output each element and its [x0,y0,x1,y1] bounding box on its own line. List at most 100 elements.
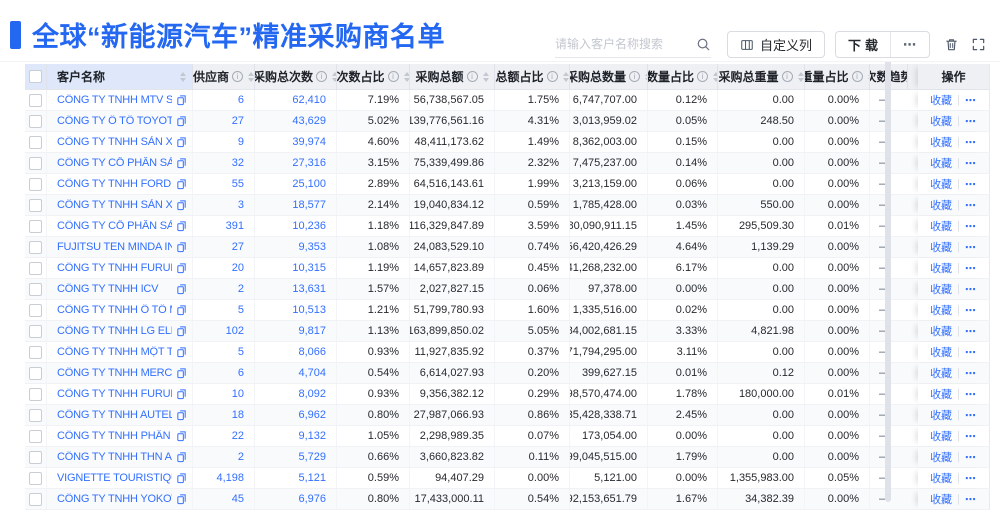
favorite-button[interactable]: 收藏 [930,431,953,443]
cell-value[interactable]: 5,121 [298,472,326,484]
customer-name-link[interactable]: CÔNG TY TNHH SẢN XUẤT VÀ ... [57,199,172,211]
sort-icon[interactable] [867,71,869,82]
sort-icon[interactable] [482,71,489,82]
sort-icon[interactable] [562,71,569,82]
cell-value[interactable]: 25,100 [292,178,326,190]
info-icon[interactable] [697,71,709,82]
cell-value[interactable]: 10,236 [292,220,326,232]
row-checkbox[interactable] [29,156,42,170]
cell-value[interactable]: 32 [231,157,244,169]
row-checkbox[interactable] [29,492,42,506]
row-more-button[interactable]: ⋯ [964,115,977,128]
row-checkbox[interactable] [29,303,42,317]
cell-value[interactable]: 9 [237,136,244,148]
cell-value[interactable]: 5 [237,346,244,358]
row-more-button[interactable]: ⋯ [964,346,977,359]
copy-icon[interactable] [176,409,187,421]
row-checkbox[interactable] [29,324,42,338]
favorite-button[interactable]: 收藏 [930,326,953,338]
copy-icon[interactable] [176,304,187,316]
row-checkbox[interactable] [29,93,42,107]
cell-value[interactable]: 6,976 [298,493,326,505]
row-checkbox[interactable] [29,261,42,275]
favorite-button[interactable]: 收藏 [930,305,953,317]
favorite-button[interactable]: 收藏 [930,347,953,359]
favorite-button[interactable]: 收藏 [930,452,953,464]
cell-value[interactable]: 39,974 [292,136,326,148]
col-purchase-weight[interactable]: 采购总重量 [718,64,805,90]
cell-value[interactable]: 27 [231,115,244,127]
col-times-ratio[interactable]: 次数占比 [337,64,410,90]
cell-value[interactable]: 55 [231,178,244,190]
customer-name-link[interactable]: CÔNG TY TNHH MTV SẢN XUẤ... [57,94,172,106]
customer-name-link[interactable]: CÔNG TY TNHH MỘT THÀNH V... [57,346,172,358]
row-checkbox[interactable] [29,366,42,380]
favorite-button[interactable]: 收藏 [930,116,953,128]
col-purchase-amount[interactable]: 采购总额 [410,64,495,90]
customer-name-link[interactable]: CÔNG TY TNHH FURUKAWA A... [57,388,172,400]
fullscreen-icon[interactable] [971,37,986,52]
cell-value[interactable]: 10,513 [292,304,326,316]
row-checkbox[interactable] [29,408,42,422]
customer-name-link[interactable]: CÔNG TY TNHH PHÂN PHỐI T... [57,430,172,442]
favorite-button[interactable]: 收藏 [930,95,953,107]
col-customer-name[interactable]: 客户名称 [47,64,193,90]
cell-value[interactable]: 4,198 [216,472,244,484]
cell-value[interactable]: 27,316 [292,157,326,169]
trash-icon[interactable] [944,37,959,52]
copy-icon[interactable] [176,136,187,148]
cell-value[interactable]: 13,631 [292,283,326,295]
row-more-button[interactable]: ⋯ [964,493,977,506]
sort-icon[interactable] [645,71,647,82]
row-more-button[interactable]: ⋯ [964,304,977,317]
row-more-button[interactable]: ⋯ [964,199,977,212]
copy-icon[interactable] [176,178,187,190]
cell-value[interactable]: 62,410 [292,94,326,106]
row-more-button[interactable]: ⋯ [964,388,977,401]
favorite-button[interactable]: 收藏 [930,137,953,149]
vertical-scrollbar[interactable] [885,30,891,502]
row-more-button[interactable]: ⋯ [964,262,977,275]
cell-value[interactable]: 8,066 [298,346,326,358]
row-more-button[interactable]: ⋯ [964,283,977,296]
favorite-button[interactable]: 收藏 [930,221,953,233]
row-checkbox[interactable] [29,219,42,233]
customer-name-link[interactable]: CÔNG TY CỔ PHẦN SẢN XUẤT... [57,157,172,169]
cell-value[interactable]: 5 [237,304,244,316]
copy-icon[interactable] [176,220,187,232]
customer-name-link[interactable]: CÔNG TY CỔ PHẦN SẢN XUẤT... [57,220,172,232]
sort-icon[interactable] [797,71,804,82]
copy-icon[interactable] [176,346,187,358]
cell-value[interactable]: 22 [231,430,244,442]
cell-value[interactable]: 102 [225,325,244,337]
customer-name-link[interactable]: CÔNG TY Ô TÔ TOYOTA VIỆT ... [57,115,172,127]
copy-icon[interactable] [176,325,187,337]
row-more-button[interactable]: ⋯ [964,220,977,233]
copy-icon[interactable] [176,199,187,211]
favorite-button[interactable]: 收藏 [930,473,953,485]
favorite-button[interactable]: 收藏 [930,494,953,506]
row-more-button[interactable]: ⋯ [964,451,977,464]
copy-icon[interactable] [176,283,187,295]
copy-icon[interactable] [176,451,187,463]
copy-icon[interactable] [176,94,187,106]
row-checkbox[interactable] [29,114,42,128]
info-icon[interactable] [466,71,478,82]
info-icon[interactable] [316,71,328,82]
download-more-button[interactable]: ⋯ [890,32,929,57]
row-more-button[interactable]: ⋯ [964,94,977,107]
cell-value[interactable]: 8,092 [298,388,326,400]
row-more-button[interactable]: ⋯ [964,157,977,170]
info-icon[interactable] [781,71,793,82]
cell-value[interactable]: 6,962 [298,409,326,421]
customer-name-link[interactable]: CÔNG TY TNHH SẢN XUẤT VÀ ... [57,136,172,148]
row-checkbox[interactable] [29,177,42,191]
favorite-button[interactable]: 收藏 [930,200,953,212]
row-more-button[interactable]: ⋯ [964,136,977,149]
col-amount-ratio[interactable]: 总额占比 [495,64,570,90]
row-more-button[interactable]: ⋯ [964,325,977,338]
sort-icon[interactable] [403,71,409,82]
cell-value[interactable]: 27 [231,241,244,253]
row-checkbox[interactable] [29,345,42,359]
search-input[interactable] [554,37,696,51]
